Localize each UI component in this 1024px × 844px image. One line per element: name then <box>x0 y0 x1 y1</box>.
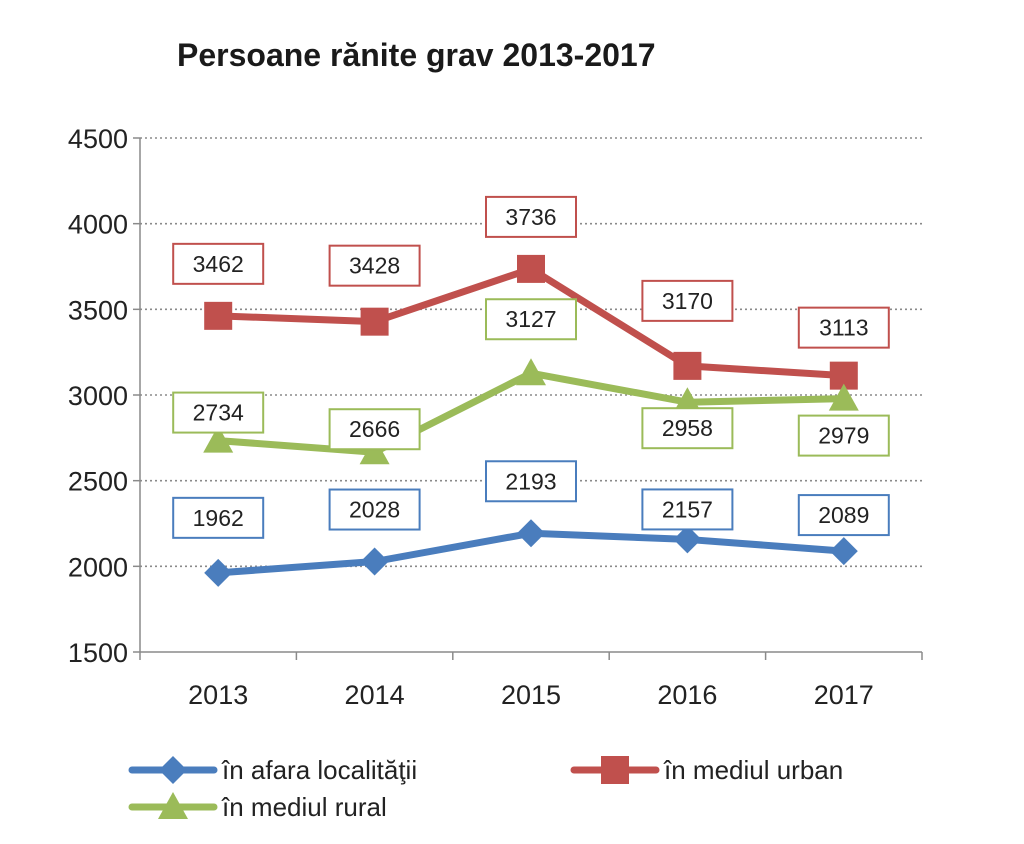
data-label: 3736 <box>485 195 577 238</box>
data-label-text: 2157 <box>662 496 713 522</box>
data-label: 3113 <box>797 306 890 349</box>
data-point <box>359 437 390 465</box>
data-label-text: 2089 <box>818 502 869 528</box>
data-label-box <box>641 279 734 322</box>
data-point <box>828 383 859 411</box>
data-label-box <box>328 488 421 531</box>
y-tick-label: 1500 <box>68 638 128 668</box>
data-point <box>203 425 234 453</box>
data-label-box <box>797 306 890 349</box>
data-label: 3462 <box>172 242 265 285</box>
legend: în afara localităţii în mediul urban în me… <box>128 755 843 822</box>
data-label: 2734 <box>172 391 265 434</box>
legend-item-2: în mediul urban <box>570 755 843 785</box>
y-tick-label: 2500 <box>68 467 128 497</box>
data-point <box>673 351 702 380</box>
x-tick-label: 2015 <box>501 680 561 710</box>
data-label-text: 3428 <box>349 253 400 279</box>
x-tick-label: 2013 <box>188 680 248 710</box>
data-label-text: 2734 <box>193 400 244 426</box>
series-2 <box>204 254 858 390</box>
data-label-box <box>797 494 890 537</box>
data-label: 2193 <box>485 460 577 503</box>
data-label-box <box>485 195 577 238</box>
data-point <box>829 537 858 566</box>
data-label-box <box>172 391 265 434</box>
data-point <box>517 519 545 548</box>
data-label: 2157 <box>641 488 734 531</box>
y-tick-label: 3500 <box>68 295 128 325</box>
data-label-box <box>328 408 421 451</box>
data-label-text: 2193 <box>505 468 556 494</box>
legend-swatch-marker <box>158 792 188 819</box>
data-label-text: 3736 <box>505 204 556 230</box>
data-label: 3127 <box>485 298 577 341</box>
data-label-text: 1962 <box>193 505 244 531</box>
data-label-text: 3113 <box>819 315 868 341</box>
data-label: 2666 <box>328 408 421 451</box>
data-point <box>673 525 702 554</box>
y-tick-label: 3000 <box>68 381 128 411</box>
data-label-box <box>641 488 734 531</box>
data-point <box>360 547 389 576</box>
axes: 1500 2000 2500 3000 3500 4000 4500 2013 2014 2015… <box>68 124 923 710</box>
x-tick-label: 2016 <box>657 680 717 710</box>
data-point <box>204 301 233 330</box>
data-label: 2979 <box>797 414 890 457</box>
legend-item-1: în afara localităţii <box>128 755 417 785</box>
chart-title: Persoane rănite grav 2013-2017 <box>177 37 656 73</box>
y-tick-label: 4500 <box>68 124 128 154</box>
legend-label: în afara localităţii <box>221 755 417 785</box>
data-label-text: 3170 <box>662 288 713 314</box>
data-point <box>360 307 389 336</box>
legend-label: în mediul urban <box>663 755 843 785</box>
data-labels: 1962 2028 2193 2157 2089 3462 3428 3736 3170 3113… <box>172 195 890 539</box>
legend-swatch-marker <box>159 756 187 784</box>
y-tick-label: 2000 <box>68 552 128 582</box>
series-1 <box>204 519 858 587</box>
data-label-box <box>328 244 421 287</box>
data-point <box>517 254 545 283</box>
data-label-box <box>485 460 577 503</box>
data-label-box <box>172 242 265 285</box>
data-label: 2028 <box>328 488 421 531</box>
x-tick-label: 2014 <box>345 680 405 710</box>
data-label-text: 3462 <box>193 251 244 277</box>
data-label: 3428 <box>328 244 421 287</box>
y-tick-label: 4000 <box>68 210 128 240</box>
data-label-text: 2979 <box>818 423 869 449</box>
series-layer <box>203 254 859 587</box>
data-label-box <box>485 298 577 341</box>
data-label: 1962 <box>172 496 265 539</box>
data-point <box>516 358 546 386</box>
x-tick-label: 2017 <box>814 680 874 710</box>
data-label-box <box>641 407 734 450</box>
legend-swatch-marker <box>601 756 629 784</box>
legend-label: în mediul rural <box>221 792 387 822</box>
data-label: 3170 <box>641 279 734 322</box>
data-point <box>204 558 233 587</box>
legend-item-3: în mediul rural <box>128 792 387 822</box>
data-label-text: 3127 <box>505 306 556 332</box>
data-label-text: 2666 <box>349 416 400 442</box>
data-label-text: 2028 <box>349 497 400 523</box>
series-3 <box>203 358 859 465</box>
data-label-box <box>172 496 265 539</box>
data-label: 2958 <box>641 407 734 450</box>
data-label-box <box>797 414 890 457</box>
data-label: 2089 <box>797 494 890 537</box>
data-label-text: 2958 <box>662 415 713 441</box>
